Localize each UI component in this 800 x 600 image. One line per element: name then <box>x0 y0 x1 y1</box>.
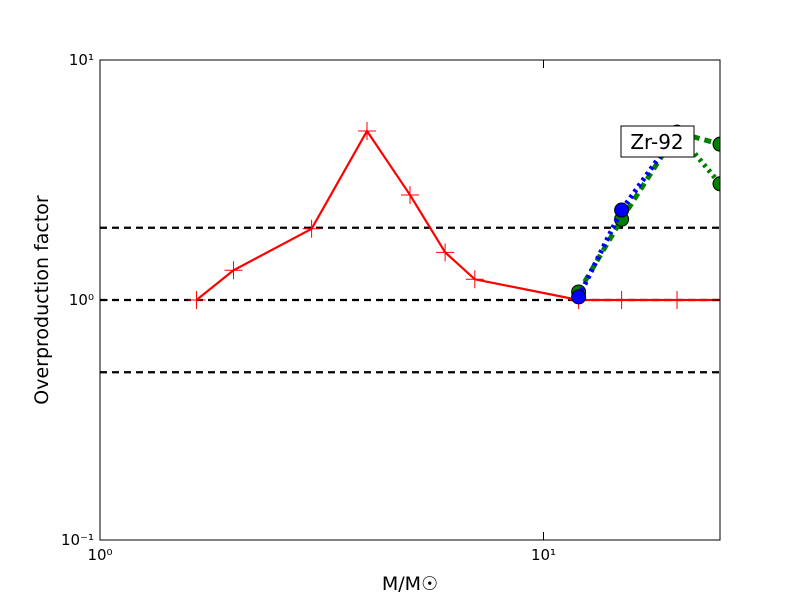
annotation: Zr-92 <box>620 125 695 158</box>
annotation-text: Zr-92 <box>630 130 683 154</box>
y-tick-label: 10¹ <box>69 51 94 69</box>
marker-circle <box>712 136 720 152</box>
marker-circle <box>571 289 587 305</box>
marker-plus <box>668 291 687 309</box>
y-axis-label: Overproduction factor <box>31 195 53 405</box>
x-axis-label: M/M☉ <box>382 573 438 595</box>
marker-circle <box>712 176 720 192</box>
marker-plus <box>612 291 631 309</box>
marker-plus <box>187 291 206 309</box>
x-tick-label: 10¹ <box>531 546 556 564</box>
marker-plus <box>465 270 484 289</box>
annotation-box <box>620 125 695 158</box>
marker-plus <box>224 261 243 280</box>
y-tick-label: 10⁰ <box>69 291 94 309</box>
y-tick-label: 10⁻¹ <box>61 531 94 549</box>
series-line <box>576 129 720 294</box>
marker-plus <box>302 219 321 238</box>
marker-circle <box>614 202 630 218</box>
marker-plus <box>358 122 377 141</box>
marker-plus <box>436 243 455 262</box>
x-tick-label: 10⁰ <box>87 546 112 564</box>
marker-plus <box>401 185 419 204</box>
